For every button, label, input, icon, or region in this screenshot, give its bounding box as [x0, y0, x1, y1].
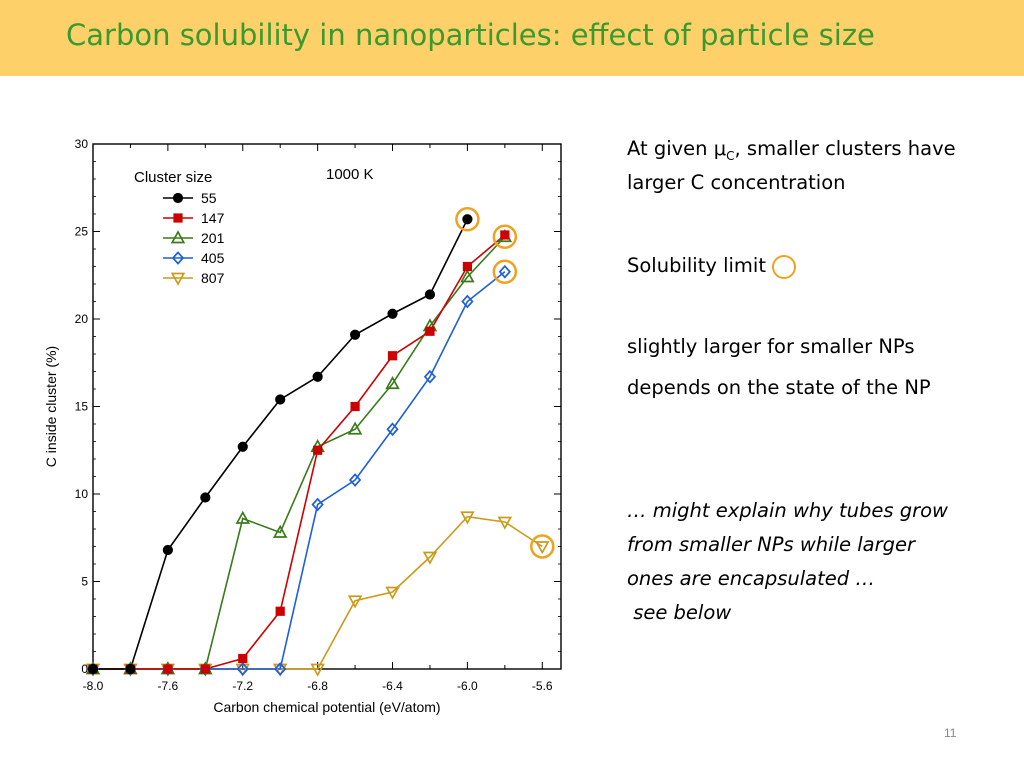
- x-tick-label: -7.6: [158, 679, 179, 693]
- data-point-55: [87, 663, 99, 675]
- data-point-807: [347, 595, 363, 609]
- note-mu-suffix: , smaller clusters have: [734, 137, 956, 160]
- y-tick-label: 15: [75, 400, 89, 414]
- note-slightly: slightly larger for smaller NPs: [627, 335, 915, 358]
- legend-label-55: 55: [201, 190, 217, 206]
- data-point-55: [162, 544, 173, 556]
- y-tick-label: 20: [75, 312, 89, 326]
- legend-marker-405: [171, 251, 185, 265]
- note-mu-line: At given μC, smaller clusters have: [627, 132, 956, 173]
- note-might-4: see below: [627, 601, 732, 624]
- y-tick-label: 10: [75, 487, 89, 501]
- data-point-807: [535, 541, 550, 555]
- data-point-201: [385, 375, 400, 390]
- x-tick-label: -6.0: [457, 679, 478, 693]
- data-point-147: [350, 401, 360, 412]
- note-might-1: … might explain why tubes grow: [627, 499, 949, 522]
- x-tick-label: -6.8: [307, 679, 328, 693]
- data-point-201: [272, 524, 288, 538]
- legend-label-201: 201: [201, 230, 225, 246]
- data-point-147: [500, 230, 510, 240]
- note-solubility-line: Solubility limit: [627, 249, 796, 283]
- y-tick-label: 30: [75, 137, 89, 151]
- data-point-201: [460, 269, 475, 283]
- slide-number: 11: [944, 726, 957, 740]
- data-point-405: [274, 662, 287, 676]
- data-point-807: [422, 551, 438, 565]
- data-point-55: [125, 663, 136, 675]
- x-tick-label: -6.4: [382, 679, 403, 693]
- data-point-405: [386, 422, 399, 437]
- solubility-limit-circle: [492, 224, 518, 249]
- data-point-147: [275, 606, 285, 616]
- legend-title: Cluster size: [134, 169, 212, 186]
- data-point-807: [460, 511, 475, 525]
- series-line-55: [93, 218, 469, 670]
- data-point-147: [238, 653, 248, 664]
- note-depends: depends on the state of the NP: [627, 376, 931, 399]
- solubility-limit-circle: [455, 207, 480, 232]
- data-point-55: [312, 371, 323, 382]
- legend-marker-147: [173, 213, 183, 223]
- data-point-201: [235, 510, 251, 524]
- legend-label-147: 147: [201, 210, 225, 226]
- data-point-147: [200, 664, 210, 674]
- note-might-2: from smaller NPs while larger: [627, 533, 915, 556]
- data-point-55: [387, 308, 398, 319]
- data-point-55: [462, 214, 473, 225]
- legend-marker-55: [172, 192, 184, 204]
- data-point-55: [237, 441, 248, 452]
- x-tick-label: -7.2: [232, 679, 253, 693]
- note-mu-sub: C: [726, 148, 735, 163]
- legend-marker-201: [170, 230, 186, 244]
- data-point-147: [163, 664, 173, 674]
- x-tick-label: -8.0: [83, 679, 104, 693]
- y-axis-label: C inside cluster (%): [43, 346, 59, 467]
- data-point-807: [385, 586, 400, 600]
- plot-frame: [92, 143, 562, 670]
- data-point-55: [275, 394, 286, 405]
- note-might-3: ones are encapsulated …: [627, 567, 875, 590]
- x-tick-label: -5.6: [532, 679, 553, 693]
- legend-label-807: 807: [201, 270, 225, 286]
- data-point-405: [311, 497, 324, 512]
- data-point-147: [425, 326, 435, 336]
- data-point-147: [462, 261, 472, 272]
- series-line-147: [93, 234, 506, 670]
- slide-title: Carbon solubility in nanoparticles: effe…: [66, 18, 875, 52]
- data-point-55: [424, 289, 436, 300]
- solubility-limit-circle: [492, 259, 518, 284]
- note-solubility: Solubility limit: [627, 254, 766, 277]
- data-point-807: [310, 663, 325, 677]
- data-point-405: [461, 294, 474, 309]
- title-bar: Carbon solubility in nanoparticles: effe…: [0, 0, 1024, 76]
- note-mu-prefix: At given μ: [627, 137, 727, 160]
- series-line-807: [93, 515, 543, 670]
- solubility-limit-circle: [530, 534, 555, 559]
- y-tick-label: 5: [81, 575, 88, 589]
- data-point-147: [313, 445, 323, 455]
- legend-marker-807: [170, 272, 186, 286]
- data-point-201: [347, 421, 363, 435]
- y-tick-label: 0: [81, 662, 88, 676]
- temperature-annotation: 1000 K: [326, 166, 374, 183]
- series-line-201: [93, 236, 506, 670]
- data-point-405: [423, 369, 437, 384]
- solubility-circle-icon: [772, 254, 796, 279]
- data-point-55: [349, 329, 361, 340]
- data-point-405: [236, 662, 249, 676]
- y-tick-label: 25: [75, 225, 89, 239]
- data-point-55: [200, 492, 211, 503]
- data-point-405: [348, 473, 362, 487]
- data-point-807: [497, 516, 513, 530]
- legend-label-405: 405: [201, 250, 225, 266]
- x-axis-label: Carbon chemical potential (eV/atom): [213, 699, 440, 715]
- data-point-405: [498, 264, 511, 279]
- note-larger-c: larger C concentration: [627, 171, 846, 194]
- series-line-405: [93, 271, 506, 670]
- data-point-147: [387, 351, 398, 361]
